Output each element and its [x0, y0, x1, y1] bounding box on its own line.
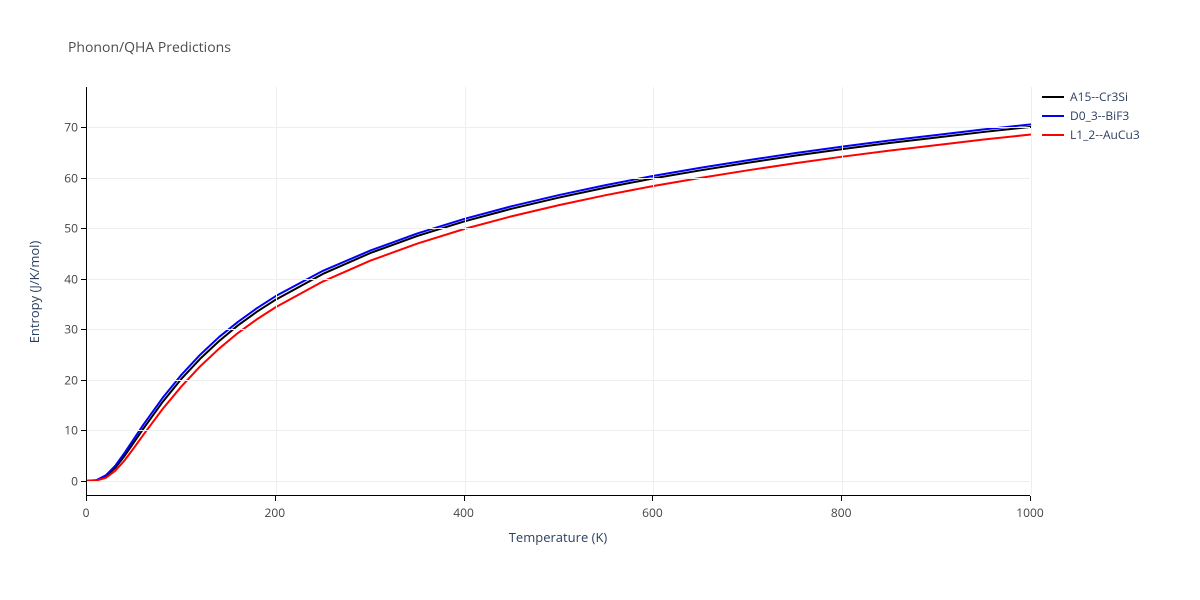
- x-tick-label: 800: [831, 504, 852, 521]
- grid-line-h: [87, 178, 1030, 179]
- series-line: [87, 134, 1031, 480]
- y-tick-label: 20: [56, 371, 78, 388]
- x-tick-mark: [652, 496, 653, 501]
- grid-line-h: [87, 228, 1030, 229]
- legend-label: A15--Cr3Si: [1070, 88, 1128, 105]
- y-tick-label: 50: [56, 220, 78, 237]
- legend-item[interactable]: A15--Cr3Si: [1042, 87, 1140, 106]
- grid-line-h: [87, 481, 1030, 482]
- y-tick-label: 0: [56, 472, 78, 489]
- y-tick-mark: [81, 279, 86, 280]
- x-tick-label: 200: [265, 504, 286, 521]
- grid-line-v: [842, 87, 843, 495]
- legend: A15--Cr3Si D0_3--BiF3 L1_2--AuCu3: [1042, 87, 1140, 144]
- y-tick-label: 70: [56, 119, 78, 136]
- legend-swatch: [1042, 134, 1064, 136]
- grid-line-h: [87, 380, 1030, 381]
- x-tick-mark: [275, 496, 276, 501]
- legend-label: L1_2--AuCu3: [1070, 126, 1140, 143]
- legend-item[interactable]: L1_2--AuCu3: [1042, 125, 1140, 144]
- x-tick-mark: [464, 496, 465, 501]
- grid-line-h: [87, 127, 1030, 128]
- y-tick-label: 30: [56, 321, 78, 338]
- legend-label: D0_3--BiF3: [1070, 107, 1129, 124]
- x-tick-label: 1000: [1016, 504, 1043, 521]
- x-tick-label: 400: [453, 504, 474, 521]
- y-tick-mark: [81, 127, 86, 128]
- grid-line-v: [465, 87, 466, 495]
- legend-swatch: [1042, 115, 1064, 117]
- series-line: [87, 127, 1031, 481]
- y-tick-mark: [81, 481, 86, 482]
- x-tick-mark: [86, 496, 87, 501]
- y-tick-mark: [81, 380, 86, 381]
- y-axis-label: Entropy (J/K/mol): [25, 240, 43, 343]
- legend-swatch: [1042, 96, 1064, 98]
- y-tick-label: 60: [56, 169, 78, 186]
- y-tick-mark: [81, 228, 86, 229]
- y-tick-mark: [81, 178, 86, 179]
- y-tick-mark: [81, 430, 86, 431]
- grid-line-h: [87, 329, 1030, 330]
- grid-line-h: [87, 430, 1030, 431]
- grid-line-v: [653, 87, 654, 495]
- y-tick-label: 40: [56, 270, 78, 287]
- y-tick-mark: [81, 329, 86, 330]
- x-tick-label: 0: [83, 504, 90, 521]
- chart-title: Phonon/QHA Predictions: [68, 38, 231, 57]
- y-tick-label: 10: [56, 422, 78, 439]
- x-tick-mark: [841, 496, 842, 501]
- plot-area: [86, 87, 1030, 496]
- chart-lines: [87, 87, 1031, 496]
- x-tick-mark: [1030, 496, 1031, 501]
- x-tick-label: 600: [642, 504, 663, 521]
- grid-line-v: [276, 87, 277, 495]
- grid-line-v: [1031, 87, 1032, 495]
- legend-item[interactable]: D0_3--BiF3: [1042, 106, 1140, 125]
- x-axis-label: Temperature (K): [509, 528, 608, 546]
- grid-line-h: [87, 279, 1030, 280]
